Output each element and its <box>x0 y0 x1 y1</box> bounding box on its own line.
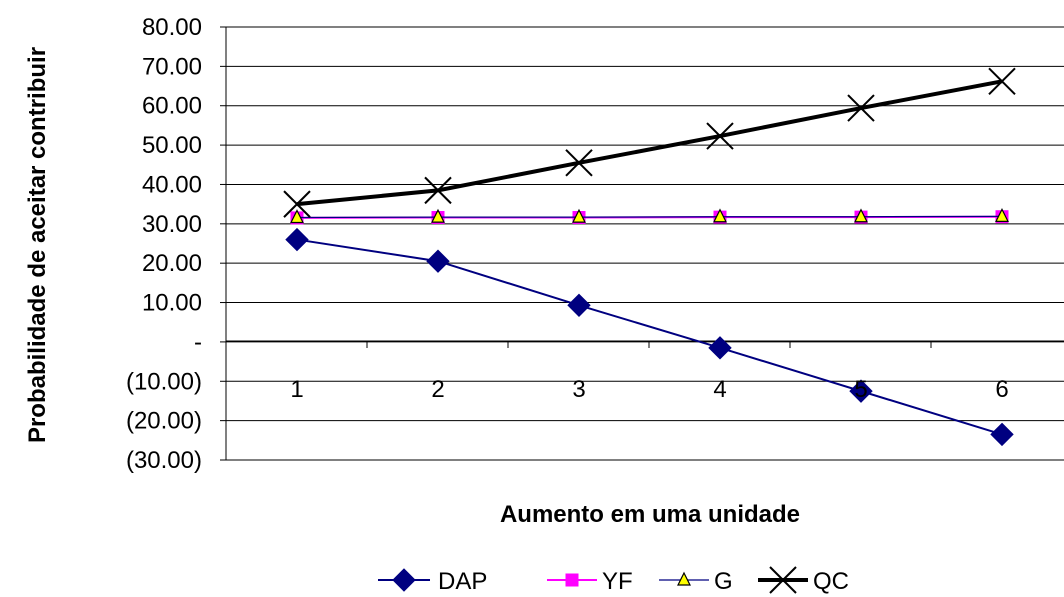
x-tick-label: 6 <box>995 376 1008 403</box>
legend-item-g: G <box>659 568 733 595</box>
y-tick-label: 80.00 <box>142 14 202 41</box>
marker-x <box>424 176 452 205</box>
y-tick-label: 30.00 <box>142 211 202 238</box>
y-tick-label: (30.00) <box>126 447 202 474</box>
legend-item-dap: DAP <box>378 568 487 595</box>
plot-area <box>225 27 1064 460</box>
marker-triangle <box>677 571 691 586</box>
y-tick-label: 40.00 <box>142 171 202 198</box>
series-layer <box>283 67 1016 447</box>
series-g <box>290 207 1009 224</box>
marker-x <box>988 67 1016 96</box>
series-qc <box>283 67 1016 218</box>
legend-item-yf: YF <box>547 568 633 595</box>
marker-diamond <box>567 293 591 318</box>
x-tick-label: 3 <box>572 376 585 403</box>
marker-x <box>706 122 734 150</box>
y-tick-labels: 80.00 70.00 60.00 50.00 40.00 30.00 20.00 10.00… <box>126 14 202 474</box>
legend: DAP YF G QC <box>378 566 849 595</box>
marker-triangle <box>854 208 868 223</box>
marker-triangle <box>572 208 586 223</box>
y-tick-label: 10.00 <box>142 290 202 317</box>
series-line <box>296 238 1003 436</box>
legend-label: QC <box>813 568 849 595</box>
marker-x <box>769 566 797 594</box>
y-tick-label: 50.00 <box>142 132 202 159</box>
marker-diamond <box>708 336 732 360</box>
y-tick-label: 20.00 <box>142 250 202 277</box>
legend-label: YF <box>602 568 633 595</box>
marker-triangle <box>431 208 445 223</box>
marker-diamond <box>849 379 873 403</box>
series-line <box>296 79 1003 207</box>
series-dap <box>285 227 1014 447</box>
x-tick-label: 5 <box>854 376 867 403</box>
x-tick-label: 4 <box>713 376 726 403</box>
y-tick-label: 70.00 <box>142 53 202 80</box>
series-line <box>296 215 1003 219</box>
legend-item-qc: QC <box>758 566 849 595</box>
y-tick-label: (20.00) <box>126 408 202 435</box>
legend-label: DAP <box>438 568 487 595</box>
marker-diamond <box>426 249 450 273</box>
marker-x <box>847 94 875 122</box>
marker-triangle <box>995 207 1009 222</box>
x-tick-labels: 1 2 3 4 5 6 <box>290 376 1008 403</box>
x-tick-label: 2 <box>431 376 444 403</box>
y-tick-label: - <box>194 329 202 356</box>
marker-square <box>565 573 579 587</box>
y-tick-label: (10.00) <box>126 368 202 395</box>
marker-diamond <box>990 422 1014 447</box>
y-tick-label: 60.00 <box>142 93 202 120</box>
legend-label: G <box>714 568 733 595</box>
gridlines <box>220 26 1064 461</box>
marker-x <box>565 149 593 177</box>
marker-triangle <box>713 208 727 223</box>
marker-x <box>283 190 311 218</box>
marker-diamond <box>285 227 309 252</box>
x-axis-title: Aumento em uma unidade <box>500 501 800 528</box>
marker-diamond <box>392 568 416 592</box>
marker-triangle <box>290 209 304 224</box>
x-tick-label: 1 <box>290 376 303 403</box>
y-axis-title: Probabilidade de aceitar contribuir <box>24 47 51 443</box>
